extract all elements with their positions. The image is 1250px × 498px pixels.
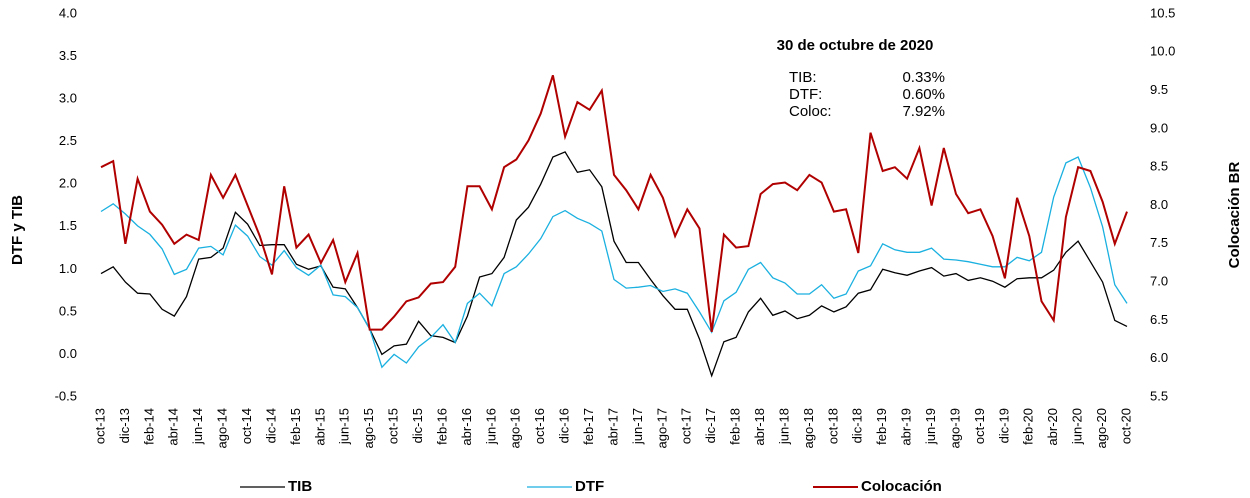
x-tick-label: jun-15 [337, 408, 352, 445]
annotation-value: 0.33% [902, 69, 945, 86]
legend-label: TIB [288, 478, 312, 495]
x-tick-label: oct-20 [1118, 408, 1133, 444]
y2-tick-label: 8.5 [1150, 159, 1168, 174]
y-tick-label: 3.5 [59, 48, 77, 63]
x-tick-label: feb-14 [141, 408, 156, 445]
x-tick-label: jun-20 [1070, 408, 1085, 445]
y-axis-label: DTF y TIB [9, 195, 26, 265]
y-tick-label: 1.0 [59, 261, 77, 276]
annotation-value: 0.60% [902, 86, 945, 103]
x-tick-label: oct-19 [972, 408, 987, 444]
x-tick-label: ago-19 [947, 408, 962, 448]
x-tick-label: abr-20 [1045, 408, 1060, 446]
series-line [100, 151, 1128, 378]
series-line [100, 156, 1128, 369]
x-tick-label: dic-16 [557, 408, 572, 443]
annotation-label: TIB: [789, 69, 817, 86]
y2-tick-label: 8.0 [1150, 197, 1168, 212]
x-tick-label: feb-19 [874, 408, 889, 445]
y-tick-label: 0.0 [59, 346, 77, 361]
x-tick-label: dic-18 [850, 408, 865, 443]
y-tick-label: 4.0 [59, 5, 77, 20]
x-tick-label: abr-15 [312, 408, 327, 446]
x-tick-label: ago-16 [508, 408, 523, 448]
y2-axis-label: Colocación BR [1226, 161, 1243, 268]
x-tick-label: feb-20 [1021, 408, 1036, 445]
x-tick-label: dic-17 [703, 408, 718, 443]
x-tick-label: ago-15 [361, 408, 376, 448]
x-tick-label: abr-17 [605, 408, 620, 446]
x-tick-label: ago-14 [215, 408, 230, 448]
x-tick-label: oct-18 [825, 408, 840, 444]
x-tick-label: jun-14 [190, 408, 205, 445]
series-line [100, 74, 1128, 333]
y2-tick-label: 9.0 [1150, 120, 1168, 135]
y-tick-label: 0.5 [59, 303, 77, 318]
x-tick-label: oct-15 [386, 408, 401, 444]
x-tick-label: oct-14 [239, 408, 254, 444]
x-tick-label: dic-13 [117, 408, 132, 443]
y-tick-label: 3.0 [59, 91, 77, 106]
annotation-label: Coloc: [789, 103, 832, 120]
x-tick-label: jun-19 [923, 408, 938, 445]
y2-tick-label: 6.0 [1150, 350, 1168, 365]
x-tick-label: dic-19 [996, 408, 1011, 443]
annotation-label: DTF: [789, 86, 822, 103]
y2-tick-label: 7.5 [1150, 235, 1168, 250]
y2-tick-label: 10.5 [1150, 5, 1175, 20]
x-tick-label: oct-16 [532, 408, 547, 444]
x-tick-label: feb-16 [434, 408, 449, 445]
x-tick-label: oct-17 [679, 408, 694, 444]
y-tick-label: -0.5 [55, 388, 77, 403]
x-tick-label: jun-16 [483, 408, 498, 445]
x-tick-label: feb-17 [581, 408, 596, 445]
x-tick-label: ago-20 [1094, 408, 1109, 448]
x-tick-label: ago-17 [654, 408, 669, 448]
x-tick-label: ago-18 [801, 408, 816, 448]
annotation-value: 7.92% [902, 103, 945, 120]
x-tick-label: dic-14 [263, 408, 278, 443]
x-tick-label: jun-17 [630, 408, 645, 445]
x-tick-label: oct-13 [92, 408, 107, 444]
y-tick-label: 2.0 [59, 176, 77, 191]
annotation-title: 30 de octubre de 2020 [777, 37, 934, 54]
x-tick-label: feb-15 [288, 408, 303, 445]
x-tick-label: abr-18 [752, 408, 767, 446]
x-tick-label: dic-15 [410, 408, 425, 443]
x-tick-label: abr-14 [166, 408, 181, 446]
x-tick-label: abr-16 [459, 408, 474, 446]
legend-label: DTF [575, 478, 604, 495]
y2-tick-label: 7.0 [1150, 274, 1168, 289]
legend-label: Colocación [861, 478, 942, 495]
x-tick-label: jun-18 [776, 408, 791, 445]
y2-tick-label: 6.5 [1150, 312, 1168, 327]
x-tick-label: abr-19 [899, 408, 914, 446]
y-tick-label: 1.5 [59, 218, 77, 233]
y-tick-label: 2.5 [59, 133, 77, 148]
y2-tick-label: 10.0 [1150, 44, 1175, 59]
y2-tick-label: 9.5 [1150, 82, 1168, 97]
y2-tick-label: 5.5 [1150, 388, 1168, 403]
x-tick-label: feb-18 [728, 408, 743, 445]
